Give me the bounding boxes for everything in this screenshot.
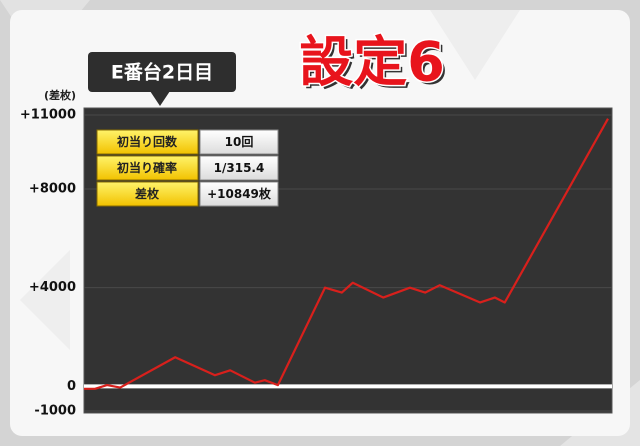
- stats-label-cell: [96, 155, 199, 181]
- stats-value: 10回: [225, 135, 254, 149]
- data-line: [84, 118, 609, 390]
- stats-label: 初当り回数: [117, 134, 178, 149]
- stats-value-cell: [199, 155, 279, 181]
- y-tick-label: +4000: [29, 280, 76, 295]
- title-shadow: 設定6: [302, 34, 448, 97]
- bg-tri: [430, 10, 520, 80]
- stats-value-cell: [199, 181, 279, 207]
- y-tick-label: -1000: [34, 404, 76, 419]
- stats-value: 1/315.4: [214, 161, 265, 175]
- chart-title: 設定6: [299, 31, 445, 94]
- stats-label-cell: [96, 129, 199, 155]
- stats-value: +10849枚: [207, 186, 272, 201]
- stats-label-cell: [96, 181, 199, 207]
- y-tick-label: +8000: [29, 182, 76, 197]
- y-tick-label: +11000: [20, 108, 76, 123]
- subtitle-box: [88, 52, 236, 92]
- stats-label: 初当り確率: [117, 160, 177, 175]
- stats-value-cell: [199, 129, 279, 155]
- subtitle-pointer: [150, 91, 170, 106]
- subtitle: E番台2日目: [111, 61, 213, 84]
- stats-label: 差枚: [134, 186, 160, 201]
- bg-tri: [20, 250, 70, 350]
- y-axis-label: (差枚): [44, 88, 76, 102]
- y-tick-label: 0: [67, 379, 76, 394]
